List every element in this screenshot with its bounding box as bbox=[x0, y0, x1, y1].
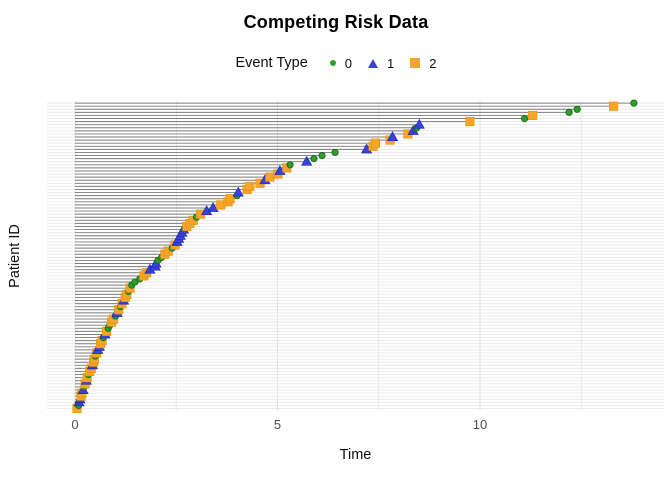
data-point-event-1 bbox=[413, 118, 425, 129]
legend-item-event-1: 1 bbox=[368, 56, 394, 71]
x-axis-label: Time bbox=[339, 447, 372, 463]
legend: Event Type 0 1 2 bbox=[0, 52, 672, 74]
data-point-event-1 bbox=[386, 131, 399, 141]
data-point-event-1 bbox=[301, 155, 313, 166]
data-point-event-0 bbox=[318, 151, 326, 160]
data-point-event-2 bbox=[528, 110, 538, 120]
legend-label-2: 2 bbox=[429, 55, 437, 71]
x-tick-label-10: 10 bbox=[472, 417, 488, 432]
data-point-event-0 bbox=[310, 155, 318, 163]
legend-item-event-2: 2 bbox=[410, 56, 436, 71]
data-point-event-0 bbox=[565, 108, 573, 116]
y-axis-label: Patient ID bbox=[7, 224, 23, 288]
x-tick-label-0: 0 bbox=[71, 417, 79, 432]
data-point-event-2 bbox=[245, 181, 255, 191]
data-point-event-1 bbox=[207, 202, 219, 212]
data-point-event-2 bbox=[265, 172, 275, 182]
data-point-event-2 bbox=[465, 117, 475, 127]
data-point-event-1 bbox=[232, 186, 244, 197]
data-point-event-0 bbox=[573, 105, 581, 113]
legend-label-0: 0 bbox=[344, 55, 353, 71]
legend-label-1: 1 bbox=[387, 55, 395, 71]
data-point-event-2 bbox=[609, 101, 619, 111]
legend-item-event-0: 0 bbox=[329, 55, 353, 71]
data-point-event-0 bbox=[630, 99, 638, 107]
data-point-event-2 bbox=[225, 194, 235, 204]
data-point-event-0 bbox=[286, 161, 294, 169]
data-point-event-2 bbox=[370, 138, 381, 148]
chart-title: Competing Risk Data bbox=[243, 12, 429, 32]
triangle-marker-icon bbox=[368, 58, 379, 68]
square-marker-icon bbox=[410, 58, 421, 68]
legend-title: Event Type bbox=[235, 55, 308, 71]
x-tick-label-5: 5 bbox=[273, 417, 282, 432]
data-point-event-0 bbox=[331, 148, 339, 157]
data-point-event-0 bbox=[520, 114, 529, 123]
circle-marker-icon bbox=[329, 60, 336, 66]
